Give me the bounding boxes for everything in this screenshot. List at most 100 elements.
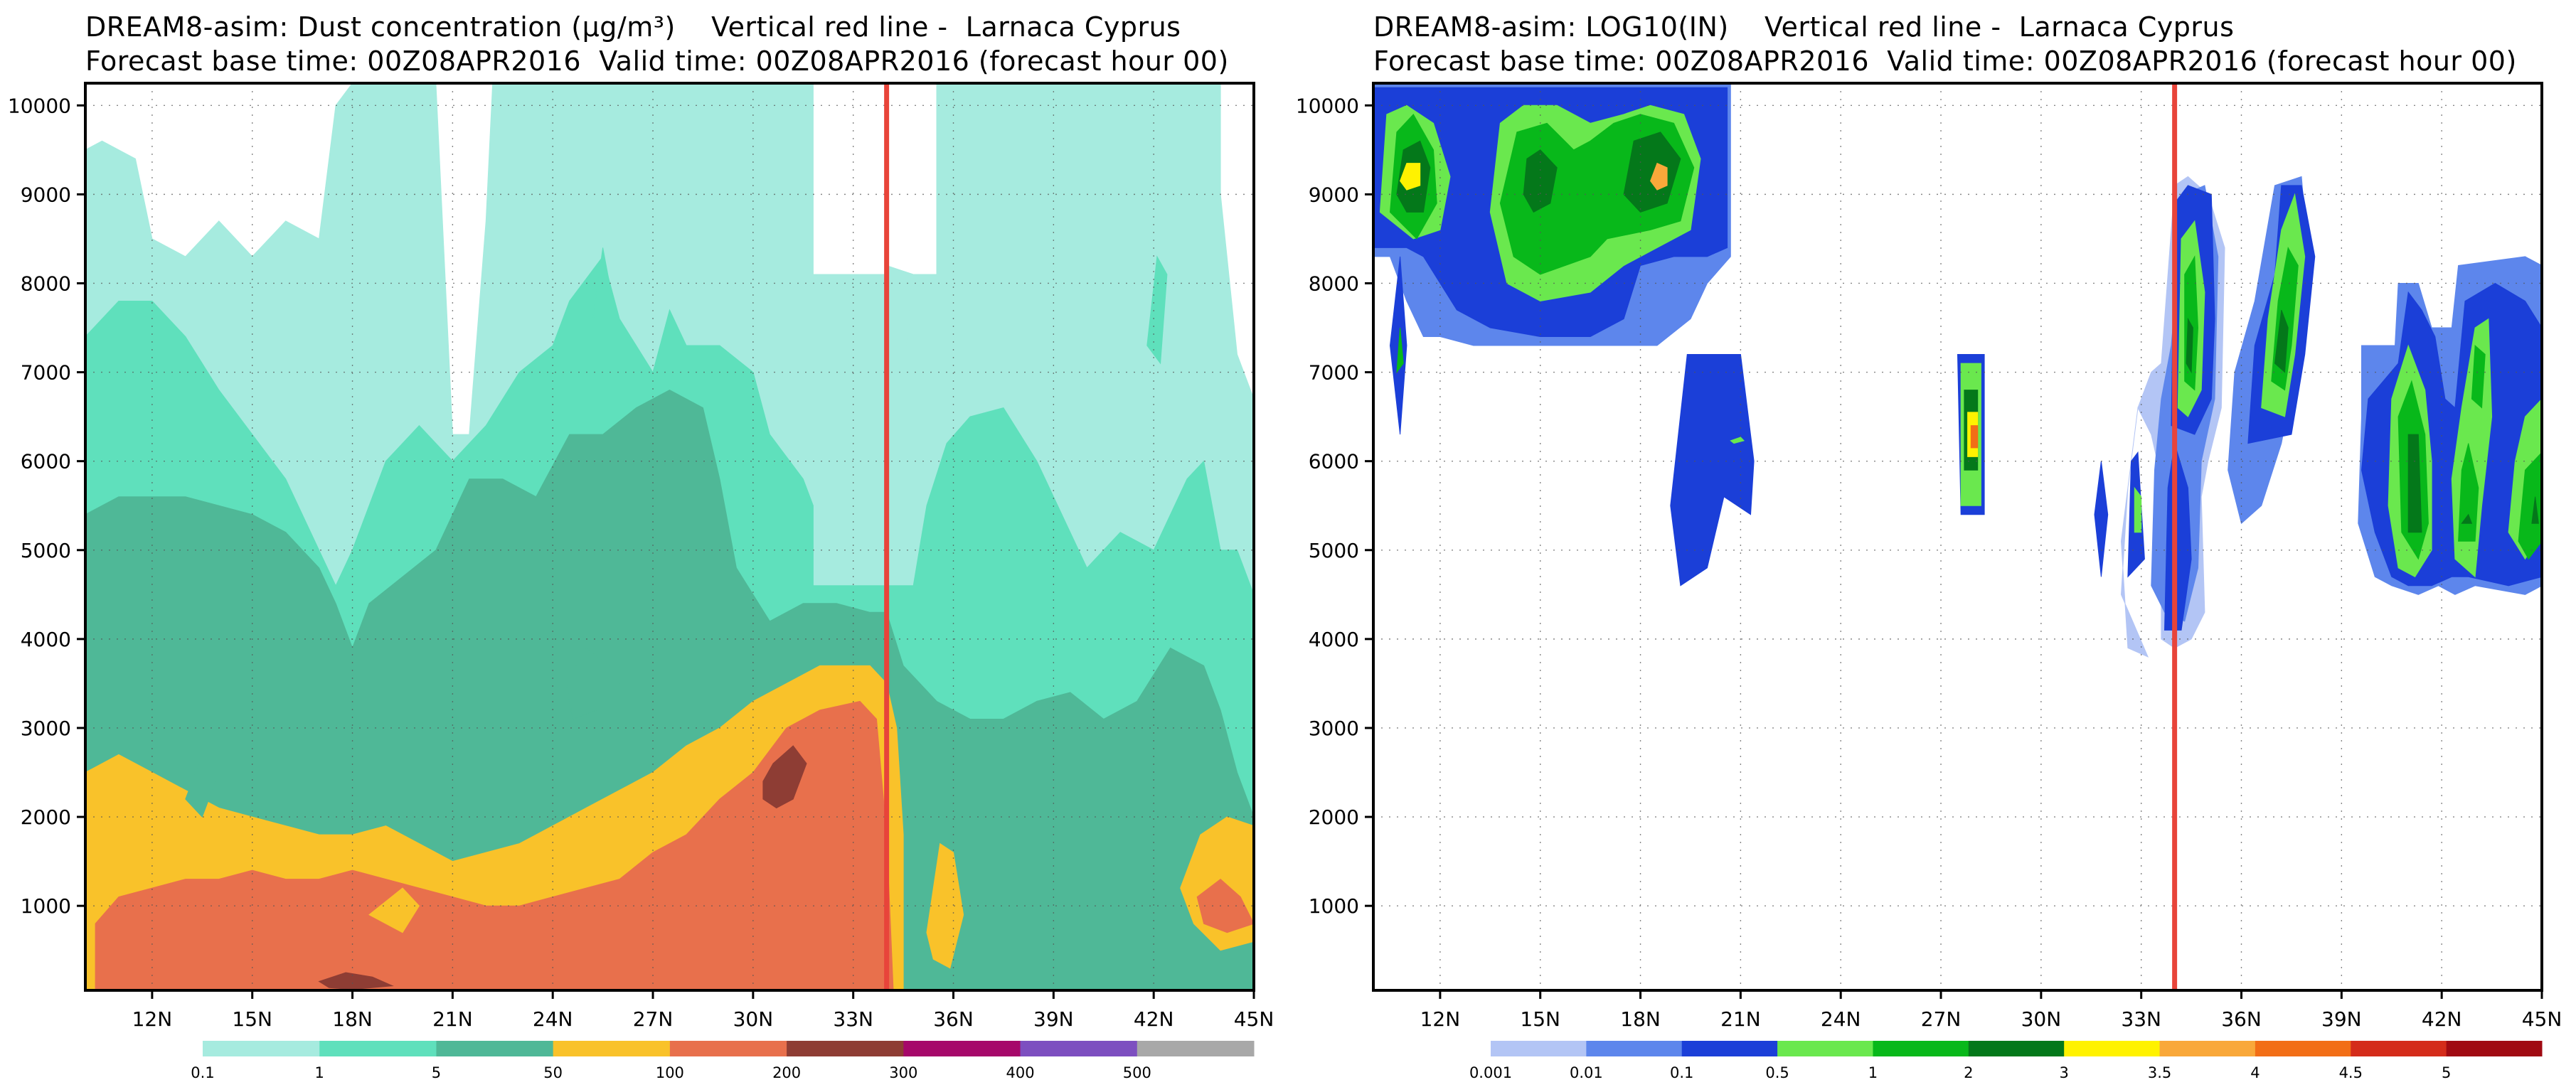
x-tick-label: 39N (1033, 1007, 1074, 1031)
legend-label: 4 (2250, 1064, 2260, 1081)
chart-subtitle: Forecast base time: 00Z08APR2016 Valid t… (85, 46, 1229, 77)
dust-concentration-chart: 12N 15N 18N 21N 24N 27N 30N 33N 36N 39N 42N 45N1000… (8, 82, 1274, 1081)
contour-region (2186, 317, 2193, 374)
y-tick-label: 5000 (21, 539, 71, 562)
legend-label: 200 (772, 1064, 801, 1081)
contour-region (762, 745, 807, 809)
legend-swatch (2255, 1041, 2351, 1056)
x-tick-label: 27N (633, 1007, 674, 1031)
contour-region (2407, 434, 2422, 533)
legend-label: 0.5 (1765, 1064, 1789, 1081)
contour-region (1196, 878, 1254, 933)
legend-swatch (2064, 1041, 2161, 1056)
legend-swatch (553, 1041, 671, 1056)
contour-region (2274, 309, 2289, 373)
legend-swatch (1491, 1041, 1587, 1056)
x-tick-label: 18N (1620, 1007, 1661, 1031)
x-tick-label: 42N (2422, 1007, 2462, 1031)
y-tick-label: 4000 (1309, 628, 1359, 651)
x-tick-label: 21N (1720, 1007, 1761, 1031)
legend-label: 50 (543, 1064, 563, 1081)
chart-title: DREAM8-asim: LOG10(IN) Vertical red line… (1373, 11, 2235, 43)
contour-region (318, 972, 394, 990)
legend-swatch (2446, 1041, 2543, 1056)
y-tick-label: 2000 (1309, 805, 1359, 829)
chart-title: DREAM8-asim: Dust concentration (µg/m³) … (85, 11, 1181, 43)
x-tick-label: 27N (1921, 1007, 1962, 1031)
y-tick-label: 9000 (21, 183, 71, 206)
x-tick-label: 45N (1234, 1007, 1274, 1031)
y-tick-label: 9000 (1309, 183, 1359, 206)
legend-label: 5 (432, 1064, 441, 1081)
contour-region (1400, 163, 1421, 191)
legend-swatch (669, 1041, 787, 1056)
x-tick-label: 36N (933, 1007, 974, 1031)
legend-label: 0.1 (191, 1064, 214, 1081)
chart-subtitle: Forecast base time: 00Z08APR2016 Valid t… (1373, 46, 2517, 77)
legend-label: 300 (889, 1064, 917, 1081)
contour-region (368, 887, 420, 933)
x-tick-label: 15N (232, 1007, 272, 1031)
contour-region (1670, 354, 1755, 587)
legend-label: 3.5 (2148, 1064, 2171, 1081)
contour-region (2134, 486, 2142, 533)
x-tick-label: 33N (833, 1007, 873, 1031)
legend-swatch (2159, 1041, 2256, 1056)
plot-frame (84, 82, 1255, 992)
legend-label: 400 (1006, 1064, 1035, 1081)
x-tick-label: 24N (533, 1007, 573, 1031)
contour-region (1523, 149, 1558, 213)
y-tick-label: 3000 (1309, 717, 1359, 740)
x-tick-label: 30N (2021, 1007, 2062, 1031)
x-tick-label: 39N (2321, 1007, 2362, 1031)
plot-area (85, 83, 1254, 990)
x-tick-label: 42N (1134, 1007, 1174, 1031)
legend-label: 4.5 (2339, 1064, 2363, 1081)
y-tick-label: 1000 (1309, 894, 1359, 918)
contour-region (185, 763, 216, 818)
y-tick-label: 7000 (21, 361, 71, 385)
legend-swatch (2351, 1041, 2447, 1056)
legend-label: 5 (2442, 1064, 2451, 1081)
legend-swatch (903, 1041, 1021, 1056)
x-tick-label: 36N (2221, 1007, 2262, 1031)
x-tick-label: 45N (2522, 1007, 2562, 1031)
y-tick-label: 2000 (21, 805, 71, 829)
x-tick-label: 21N (432, 1007, 473, 1031)
legend-label: 2 (1964, 1064, 1973, 1081)
legend-swatch (1777, 1041, 1873, 1056)
contour-region (1730, 437, 1745, 444)
plot-frame (1372, 82, 2543, 992)
legend-swatch (1137, 1041, 1255, 1056)
y-tick-label: 1000 (21, 894, 71, 918)
legend-swatch (203, 1041, 320, 1056)
legend-swatch (1968, 1041, 2065, 1056)
contour-region (1970, 425, 1979, 449)
x-tick-label: 24N (1821, 1007, 1861, 1031)
log10-in-panel: DREAM8-asim: LOG10(IN) Vertical red line… (1288, 0, 2576, 1092)
contour-region (565, 647, 620, 720)
legend-label: 0.01 (1570, 1064, 1603, 1081)
grid (1373, 83, 2543, 990)
dust-concentration-panel: DREAM8-asim: Dust concentration (µg/m³) … (8, 11, 1274, 1081)
contour-region (1396, 327, 1404, 374)
contour-region (2518, 451, 2542, 560)
y-tick-label: 6000 (1309, 450, 1359, 473)
y-tick-label: 8000 (21, 272, 71, 295)
legend-swatch (436, 1041, 554, 1056)
y-tick-label: 10000 (8, 94, 71, 117)
contour-region (2458, 443, 2479, 542)
legend-swatch (1873, 1041, 1969, 1056)
legend-swatch (787, 1041, 904, 1056)
contour-region (2163, 443, 2192, 631)
contour-region (2461, 513, 2473, 524)
contour-region (1389, 256, 1407, 435)
legend-swatch (319, 1041, 437, 1056)
contour-region (95, 700, 894, 990)
legend-swatch (1681, 1041, 1778, 1056)
legend-label: 0.1 (1670, 1064, 1693, 1081)
x-tick-label: 15N (1520, 1007, 1560, 1031)
y-tick-label: 8000 (1309, 272, 1359, 295)
y-tick-label: 4000 (21, 628, 71, 651)
x-tick-label: 12N (1420, 1007, 1461, 1031)
